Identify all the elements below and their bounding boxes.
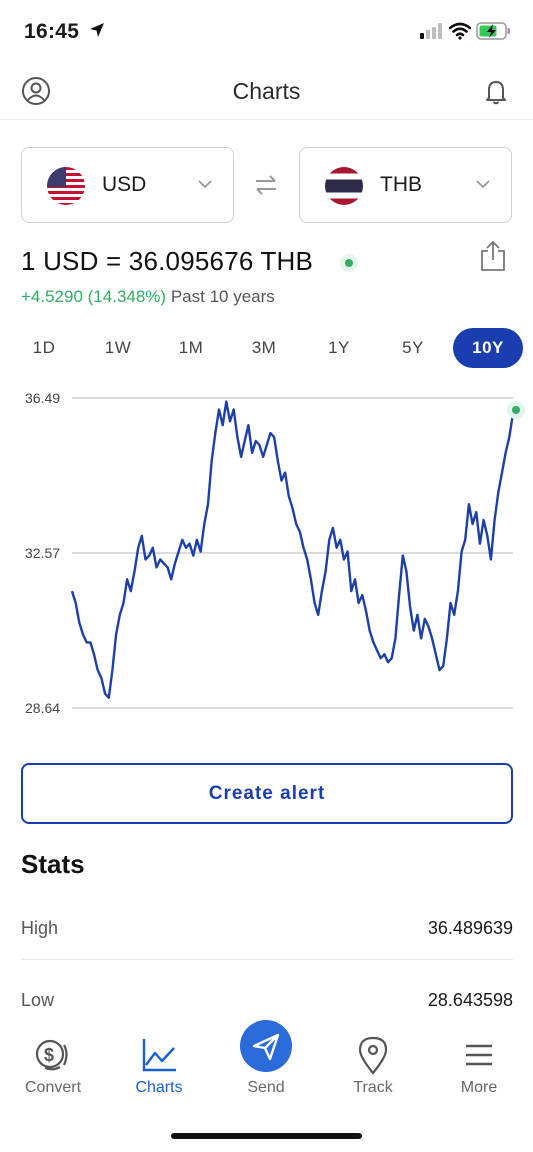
page-title: Charts [232, 78, 301, 104]
share-icon[interactable] [480, 240, 506, 272]
battery-charging-icon [476, 22, 510, 40]
y-tick-label-top: 36.49 [25, 390, 60, 406]
stat-row-low: Low 28.643598 [21, 972, 513, 1032]
exchange-rate: 1 USD = 36.095676 THB [21, 246, 314, 276]
us-flag-icon [47, 167, 85, 205]
nav-track[interactable]: Track [320, 1015, 426, 1115]
nav-label-send: Send [247, 1079, 285, 1096]
thailand-flag-icon [325, 167, 363, 205]
menu-icon [466, 1044, 492, 1066]
svg-text:$: $ [44, 1045, 54, 1065]
send-button-circle [240, 1020, 292, 1072]
send-icon [252, 1033, 280, 1061]
from-currency-code: USD [102, 173, 147, 196]
cellular-signal-icon [420, 23, 442, 39]
location-arrow-icon [90, 23, 104, 37]
stats-title: Stats [21, 849, 85, 879]
tab-1y[interactable]: 1Y [328, 338, 350, 357]
to-currency-selector[interactable]: THB [299, 147, 512, 223]
stat-row-high: High 36.489639 [21, 900, 513, 960]
tab-1d[interactable]: 1D [32, 338, 56, 357]
chevron-down-icon [476, 180, 490, 189]
rate-change-period: Past 10 years [170, 287, 275, 306]
nav-label-charts: Charts [135, 1079, 183, 1096]
stat-label-high: High [21, 918, 59, 938]
status-bar: 16:45 [0, 0, 533, 62]
app-header: Charts [0, 62, 533, 120]
rate-change: +4.5290 (14.348%) Past 10 years [21, 287, 275, 307]
y-tick-label-mid: 32.57 [25, 545, 60, 561]
nav-charts[interactable]: Charts [106, 1015, 212, 1115]
y-tick-label-bottom: 28.64 [25, 700, 60, 716]
nav-more[interactable]: More [426, 1015, 532, 1115]
series-line [70, 400, 515, 699]
stat-value-high: 36.489639 [427, 918, 513, 938]
bottom-nav: $ Convert Charts Send Track More [0, 1015, 533, 1152]
profile-icon[interactable] [21, 76, 51, 106]
tab-3m[interactable]: 3M [251, 338, 277, 357]
status-time: 16:45 [24, 20, 80, 43]
live-indicator-dot [340, 254, 358, 272]
nav-label-track: Track [353, 1079, 393, 1096]
tab-5y[interactable]: 5Y [402, 338, 424, 357]
nav-label-convert: Convert [24, 1079, 82, 1096]
nav-label-more: More [460, 1079, 498, 1096]
chart-icon [142, 1039, 176, 1072]
stat-value-low: 28.643598 [427, 990, 513, 1010]
series-end-marker [512, 406, 520, 414]
chevron-down-icon [198, 180, 212, 189]
create-alert-button[interactable]: Create alert [21, 763, 513, 824]
home-indicator [171, 1133, 362, 1139]
wifi-icon [449, 22, 471, 40]
nav-convert[interactable]: $ Convert [0, 1015, 106, 1115]
from-currency-selector[interactable]: USD [21, 147, 234, 223]
rate-line-chart[interactable]: 36.49 32.57 28.64 [0, 380, 533, 730]
convert-icon: $ [35, 1039, 68, 1071]
bell-icon[interactable] [481, 76, 511, 106]
stat-label-low: Low [21, 990, 55, 1010]
location-pin-icon [358, 1036, 388, 1075]
tab-1m[interactable]: 1M [178, 338, 204, 357]
nav-send[interactable]: Send [213, 1015, 319, 1115]
tab-10y[interactable]: 10Y [453, 328, 523, 368]
tab-1w[interactable]: 1W [104, 338, 132, 357]
to-currency-code: THB [380, 173, 422, 196]
swap-icon[interactable] [253, 172, 279, 198]
rate-change-value: +4.5290 (14.348%) [21, 287, 167, 306]
